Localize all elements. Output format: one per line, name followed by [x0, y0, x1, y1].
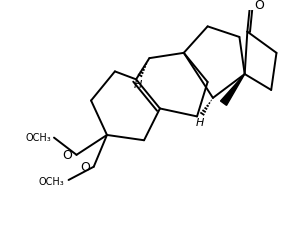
Polygon shape — [220, 75, 245, 106]
Text: O: O — [63, 148, 73, 161]
Text: H: H — [195, 117, 204, 127]
Text: O: O — [254, 0, 264, 12]
Text: H: H — [133, 79, 142, 89]
Text: OCH₃: OCH₃ — [25, 133, 51, 143]
Text: O: O — [80, 160, 90, 173]
Text: OCH₃: OCH₃ — [39, 176, 64, 186]
